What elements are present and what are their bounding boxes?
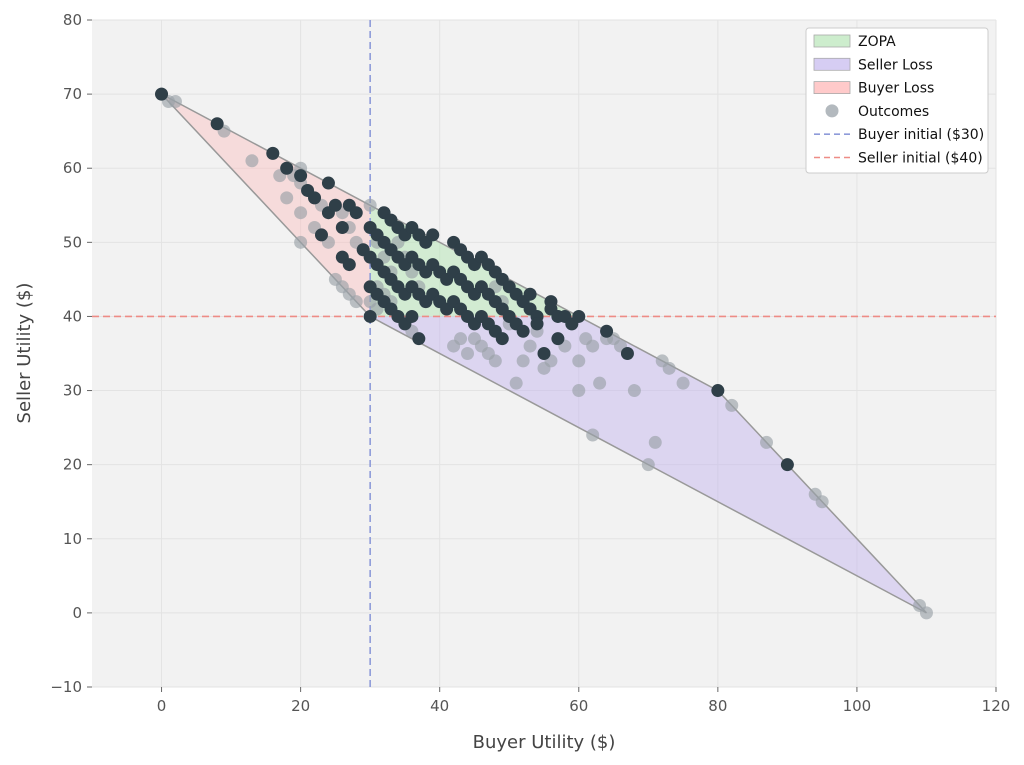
frequent-outcome-point [572,309,586,323]
outcome-point [662,361,676,375]
frequent-outcome-point [711,384,725,398]
legend-label-zopa: ZOPA [858,34,896,50]
outcome-point [280,191,294,205]
x-tick-label: 100 [843,697,872,715]
frequent-outcome-point [523,287,537,301]
outcome-point [294,206,308,220]
frequent-outcome-point [537,347,551,360]
frequent-outcome-point [412,332,426,346]
outcome-point [523,339,537,353]
legend-swatch-seller-loss [813,57,851,71]
outcome-point [363,198,377,212]
outcome-point [725,398,739,412]
frequent-outcome-point [210,117,224,131]
frequent-outcome-point [600,324,614,338]
outcome-point [919,606,933,620]
outcome-point [586,428,600,442]
outcome-point [760,435,774,449]
frequent-outcome-point [530,317,544,331]
y-tick-label: 70 [63,85,82,103]
outcome-point [572,354,586,368]
outcome-point [586,339,600,353]
legend-marker-outcomes [825,104,839,118]
outcome-point [245,154,259,168]
y-tick-label: 10 [63,530,82,548]
scatter-points [155,87,933,620]
legend-box [805,27,989,174]
outcome-point [349,295,363,309]
outcome-point [168,95,182,109]
frequent-outcome-point [426,228,440,242]
y-tick-label: 50 [63,233,82,251]
legend-label-buyer-loss: Buyer Loss [858,81,934,97]
frequent-outcome-point [342,258,356,272]
y-tick-label: −10 [50,678,82,696]
x-tick-label: 40 [430,697,449,715]
legend-label-outcomes: Outcomes [858,104,929,120]
outcome-point [627,384,641,398]
frequent-outcome-point [780,458,794,472]
frequent-outcome-point [335,221,349,235]
legend-label-seller-loss: Seller Loss [858,57,933,73]
legend-label-seller-initial-40: Seller initial ($40) [858,151,983,167]
legend-swatch-buyer-loss [813,81,851,94]
outcome-point [516,354,530,368]
frequent-outcome-point [266,146,280,160]
x-tick-label: 20 [291,697,310,715]
legend-label-buyer-initial-30: Buyer initial ($30) [858,127,984,143]
frequent-outcome-point [516,324,530,338]
outcome-point [294,235,308,249]
reference-lines [92,20,996,687]
frequent-outcome-point [321,176,335,190]
frequent-outcome-point [495,332,509,346]
outcome-point [641,458,655,472]
y-tick-label: 20 [63,456,82,474]
outcome-point [648,435,662,449]
outcome-point [593,376,607,390]
y-tick-label: 40 [63,307,82,325]
frequent-outcome-point [314,228,328,242]
frequent-outcome-point [363,309,377,323]
frequent-outcome-point [155,87,169,101]
outcome-point [572,384,586,398]
axes: 0 20 40 60 80 100 120 −10 0 10 20 30 40 50 60 70 80 [50,11,1010,715]
x-tick-label: 0 [157,697,167,715]
frequent-outcome-point [294,169,308,183]
x-tick-label: 80 [708,697,727,715]
outcome-point [676,376,690,390]
y-tick-label: 60 [63,159,82,177]
frequent-outcome-point [349,206,363,220]
outcome-point [815,495,829,509]
frequent-outcome-point [280,161,294,175]
y-tick-label: 30 [63,382,82,400]
legend-swatch-zopa [813,34,851,48]
x-axis-label: Buyer Utility ($) [473,732,616,753]
outcome-point [454,332,468,346]
x-tick-label: 120 [982,697,1011,715]
frequent-outcome-point [308,191,322,205]
frequent-outcome-point [405,309,419,323]
frequent-outcome-point [620,347,634,360]
outcome-point [488,354,502,368]
y-tick-label: 0 [72,604,82,622]
y-tick-label: 80 [63,11,82,29]
frequent-outcome-point [551,332,565,346]
legend: ZOPA Seller Loss Buyer Loss Outcomes Buyer i… [805,27,989,174]
outcome-point [509,376,523,390]
y-axis-label: Seller Utility ($) [14,283,35,424]
x-tick-label: 60 [569,697,588,715]
outcome-point [461,347,475,360]
frequent-outcome-point [328,198,342,212]
